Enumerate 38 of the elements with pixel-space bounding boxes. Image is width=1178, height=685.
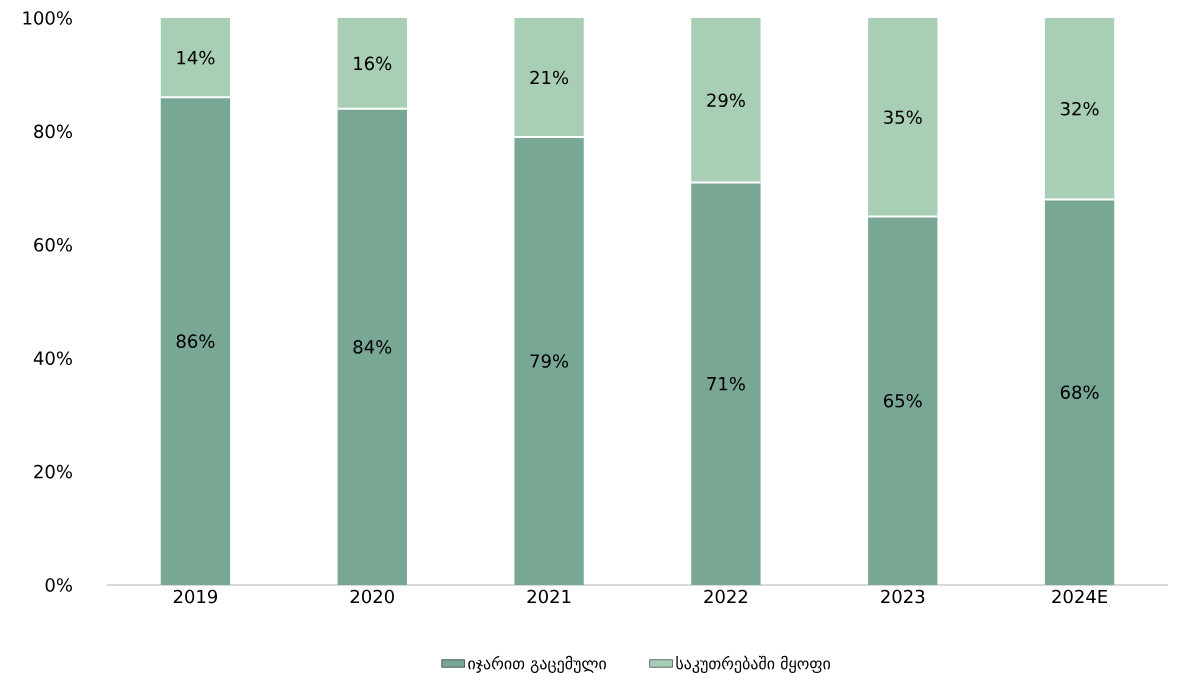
data-label: 79% xyxy=(530,354,569,368)
x-tick-label: 2022 xyxy=(704,589,748,604)
bar xyxy=(160,97,231,585)
data-label: 29% xyxy=(707,93,745,108)
bar xyxy=(1044,199,1115,585)
y-tick-label: 60% xyxy=(34,237,72,252)
bar xyxy=(160,17,231,98)
x-tick-label: 2023 xyxy=(881,589,925,604)
data-label: 32% xyxy=(1060,101,1099,116)
bar xyxy=(691,182,761,585)
data-label: 21% xyxy=(530,70,569,85)
data-label: 71% xyxy=(707,376,745,391)
data-label: 86% xyxy=(176,334,215,348)
y-tick-label: 80% xyxy=(34,124,72,139)
data-label: 65% xyxy=(884,393,922,408)
y-tick-label: 100% xyxy=(23,11,72,25)
bar xyxy=(337,17,407,109)
x-tick-label: 2021 xyxy=(527,589,571,604)
bar xyxy=(514,17,584,138)
legend-label: იჯარით გაცემული xyxy=(468,655,606,673)
bar xyxy=(691,17,761,183)
bar xyxy=(514,137,584,585)
bar xyxy=(868,17,938,217)
bar xyxy=(1044,17,1115,200)
x-tick-label: 2020 xyxy=(350,589,394,604)
x-tick-label: 2024E xyxy=(1052,589,1108,604)
data-label: 68% xyxy=(1060,385,1099,400)
data-label: 16% xyxy=(354,56,392,71)
y-tick-label: 0% xyxy=(45,578,72,592)
bar xyxy=(868,216,938,585)
legend-label: საკუთრებაში მყოფი xyxy=(676,655,831,673)
x-tick-label: 2019 xyxy=(173,589,218,604)
y-tick-label: 40% xyxy=(33,351,72,365)
data-label: 14% xyxy=(177,50,215,65)
data-label: 84% xyxy=(353,340,392,354)
bar xyxy=(337,108,407,585)
y-tick-label: 20% xyxy=(34,464,72,479)
data-label: 35% xyxy=(884,110,922,125)
